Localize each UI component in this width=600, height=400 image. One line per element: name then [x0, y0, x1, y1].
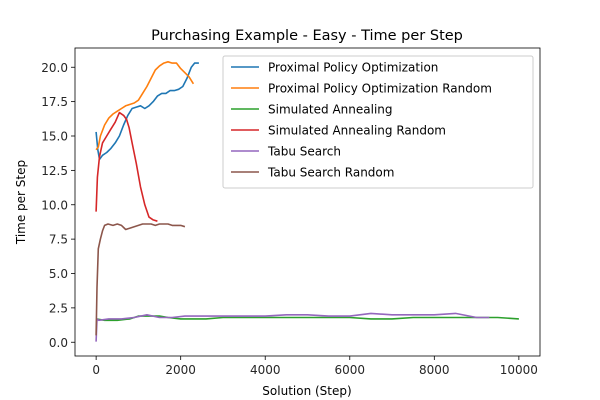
series-layer — [95, 61, 519, 342]
y-tick-label: 5.0 — [49, 267, 68, 281]
y-tick-label: 0.0 — [49, 336, 68, 350]
legend-label: Proximal Policy Optimization — [268, 61, 438, 75]
x-tick-label: 10000 — [500, 363, 538, 377]
chart-title: Purchasing Example - Easy - Time per Ste… — [151, 28, 463, 44]
series-line-5 — [95, 312, 490, 342]
x-axis: 0 2000 4000 6000 8000 10000 — [92, 356, 538, 377]
x-tick-label: 4000 — [250, 363, 281, 377]
series-line-6 — [95, 223, 186, 336]
legend-label: Tabu Search — [267, 145, 341, 159]
legend: Proximal Policy Optimization Proximal Pol… — [222, 55, 534, 189]
y-tick-label: 7.5 — [49, 233, 68, 247]
legend-label: Simulated Annealing Random — [268, 124, 446, 138]
x-axis-label: Solution (Step) — [262, 384, 351, 398]
series-line-2 — [95, 61, 195, 151]
x-tick-label: 2000 — [165, 363, 196, 377]
x-tick-label: 6000 — [334, 363, 365, 377]
legend-label: Proximal Policy Optimization Random — [268, 82, 492, 96]
legend-label: Tabu Search Random — [267, 166, 394, 180]
y-tick-label: 20.0 — [41, 61, 68, 75]
legend-label: Simulated Annealing — [268, 103, 393, 117]
y-tick-label: 10.0 — [41, 198, 68, 212]
x-tick-label: 8000 — [419, 363, 450, 377]
y-tick-label: 12.5 — [41, 164, 68, 178]
x-tick-label: 0 — [92, 363, 100, 377]
plot-area — [74, 47, 541, 357]
series-line-1 — [95, 62, 199, 161]
y-tick-label: 15.0 — [41, 130, 68, 144]
y-tick-label: 17.5 — [41, 95, 68, 109]
y-axis: 0.0 2.5 5.0 7.5 10.0 12.5 15.0 17.5 20.0 — [41, 61, 75, 350]
legend-box — [222, 55, 534, 189]
y-axis-label: Time per Step — [14, 160, 28, 245]
series-line-4 — [95, 111, 158, 222]
y-tick-label: 2.5 — [49, 301, 68, 315]
